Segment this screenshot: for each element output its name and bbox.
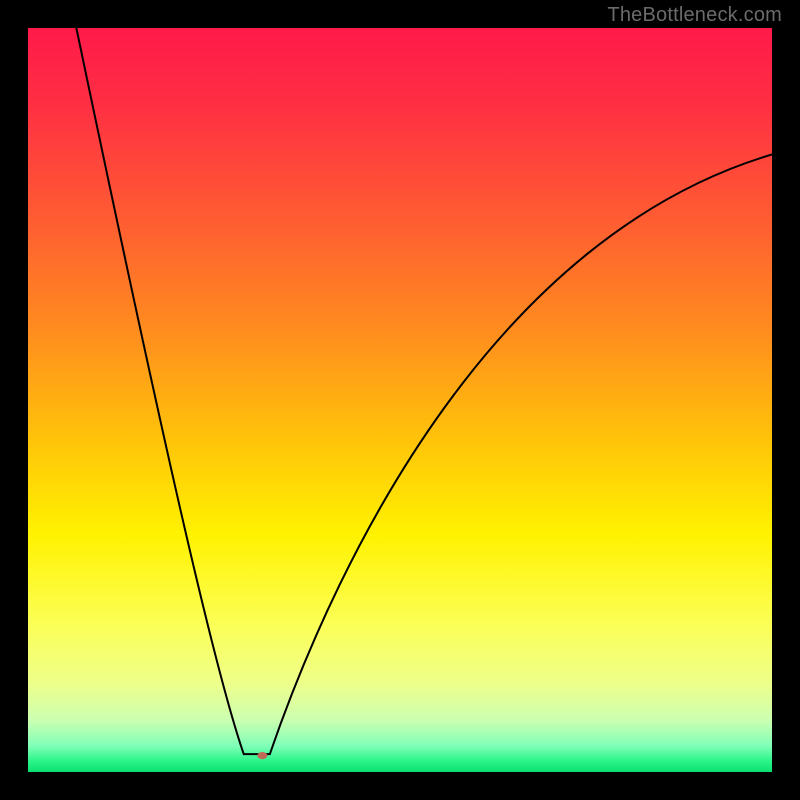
watermark-text: TheBottleneck.com xyxy=(607,4,782,27)
chart-frame: TheBottleneck.com xyxy=(0,0,800,800)
gradient-background xyxy=(28,28,772,772)
plot-area xyxy=(28,28,772,772)
plot-svg xyxy=(28,28,772,772)
optimum-marker xyxy=(257,752,267,759)
